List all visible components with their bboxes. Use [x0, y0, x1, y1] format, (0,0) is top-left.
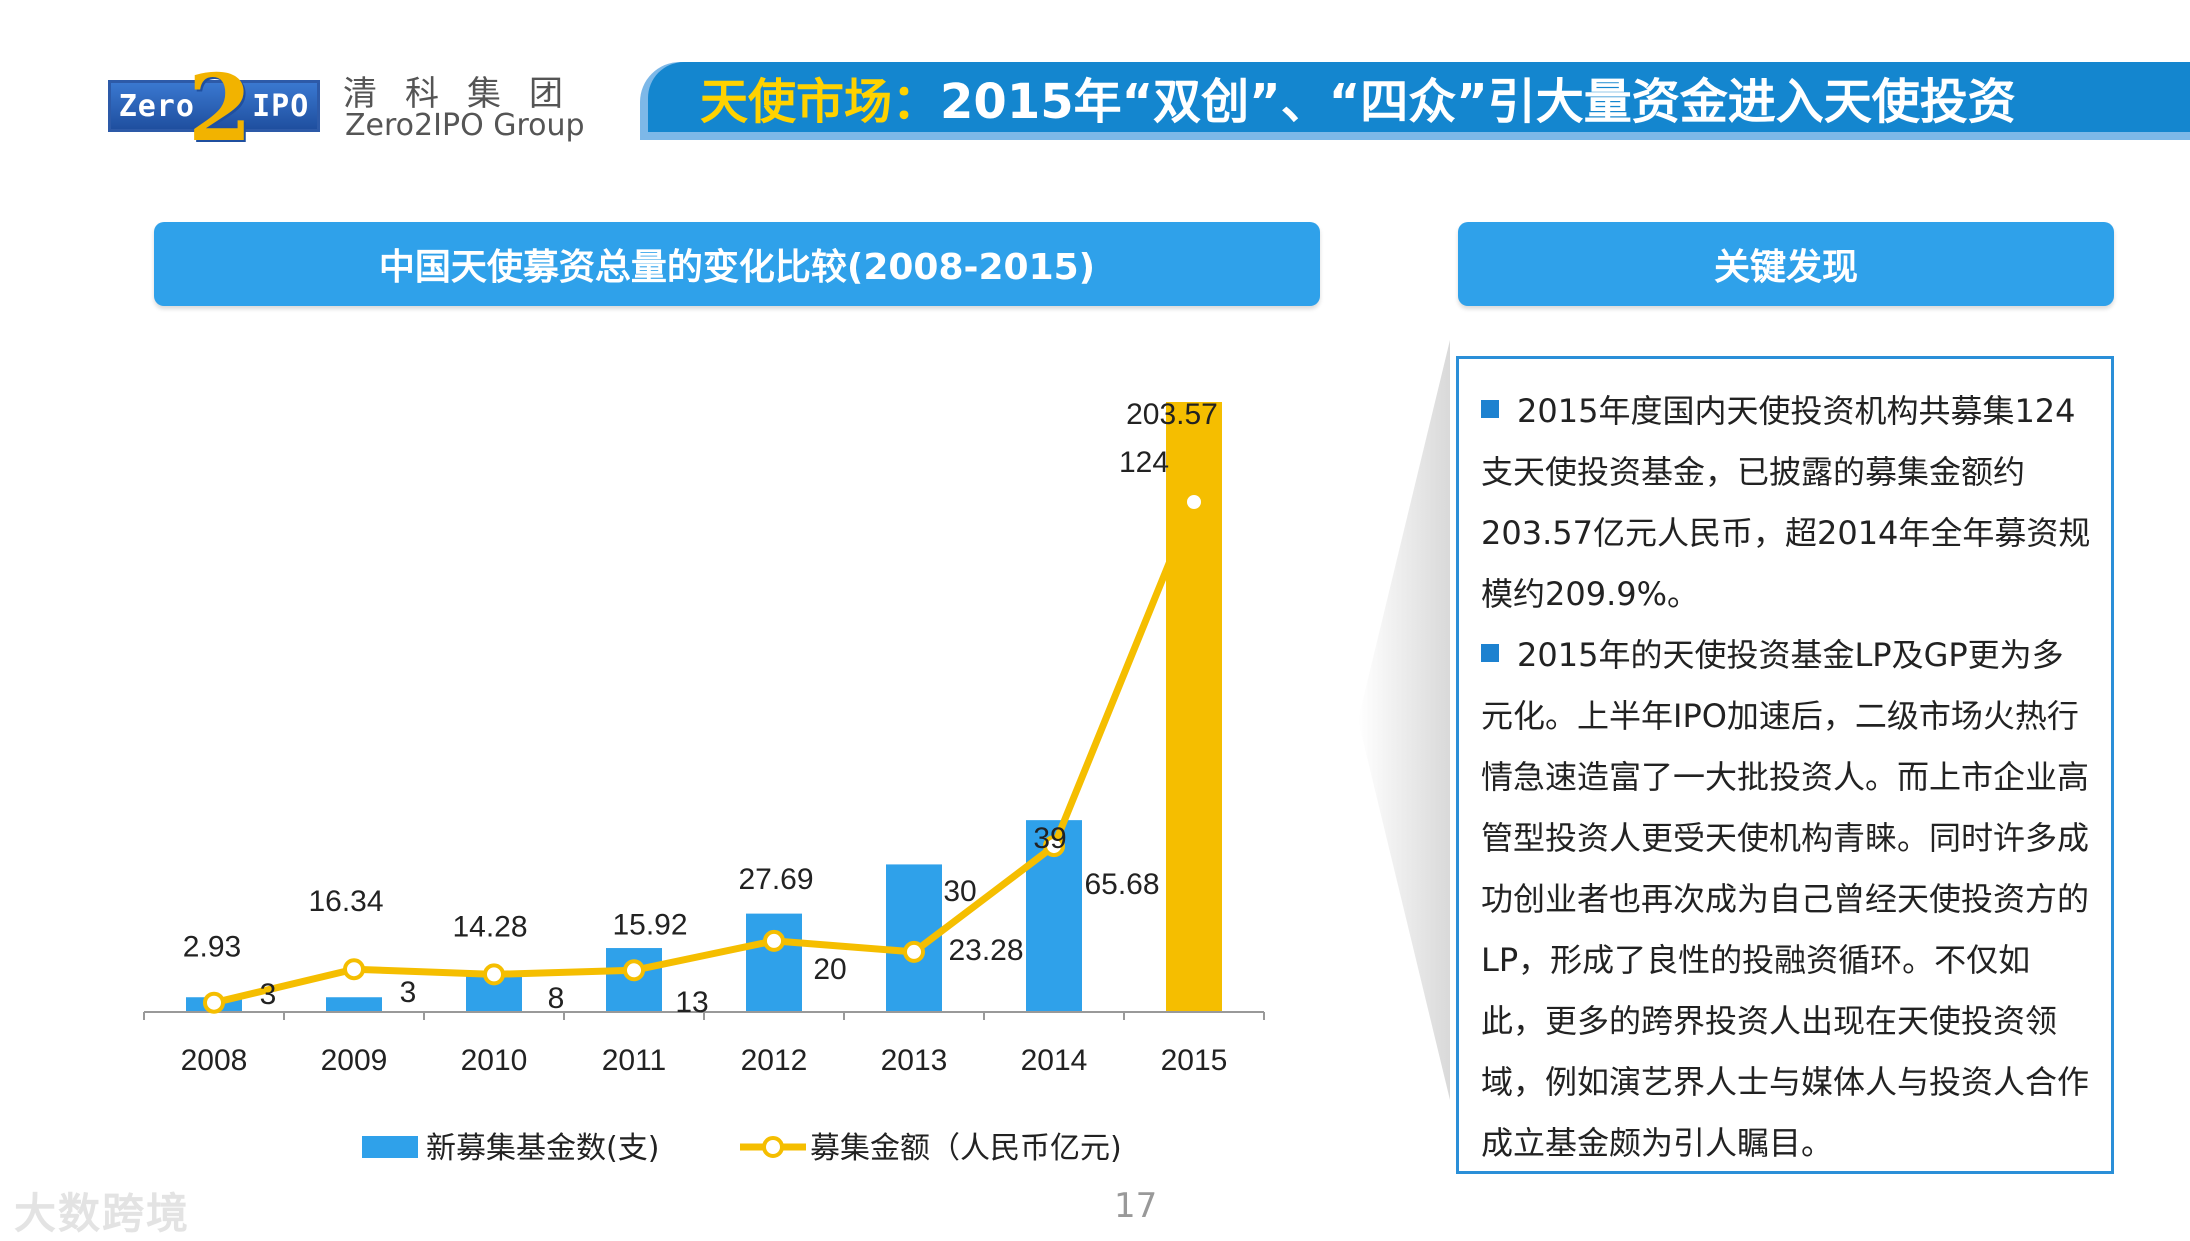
amount-label-2008: 2.93: [183, 931, 241, 964]
logo-text: Zero IPO: [118, 88, 310, 124]
title-bar: 天使市场： 2015年“双创”、“四众”引大量资金进入天使投资: [648, 62, 2190, 132]
page-number: 17: [1114, 1186, 1158, 1226]
count-label-2009: 3: [400, 976, 417, 1009]
category-label-2010: 2010: [461, 1044, 528, 1077]
category-label-2009: 2009: [321, 1044, 388, 1077]
data-labels: 3 3 8 13 20 30 39 124 2.93 16.34 14.28 15.92 27.69 23…: [183, 398, 1218, 1019]
logo-english-name: Zero2IPO Group: [345, 108, 585, 143]
amount-label-2009: 16.34: [308, 885, 383, 918]
title-highlight: 天使市场：: [700, 74, 941, 130]
category-label-2012: 2012: [741, 1044, 808, 1077]
legend-line-label: 募集金额（人民币亿元): [810, 1131, 1122, 1166]
count-label-2010: 8: [548, 982, 565, 1015]
logo: Zero IPO: [108, 80, 320, 132]
page-title: 2015年“双创”、“四众”引大量资金进入天使投资: [940, 74, 2016, 130]
bar-2012: [746, 913, 802, 1012]
amount-point-2010: [483, 963, 505, 986]
amount-label-2014: 65.68: [1084, 868, 1159, 901]
count-label-2008: 3: [260, 978, 277, 1011]
logo-chinese-name: 清科集团: [343, 74, 591, 114]
count-label-2011: 13: [675, 986, 708, 1019]
legend: 新募集基金数(支) 募集金额（人民币亿元): [362, 1131, 1122, 1166]
category-labels: 2008 2009 2010 2011 2012 2013 2014 2015: [181, 1044, 1228, 1077]
legend-line-marker: [762, 1136, 784, 1158]
amount-label-2015: 203.57: [1126, 398, 1218, 431]
count-label-2014: 39: [1033, 822, 1066, 855]
category-label-2015: 2015: [1161, 1044, 1228, 1077]
pointer-triangle: [1358, 340, 1450, 1100]
finding-1-text: 2015年度国内天使投资机构共募集124支天使投资基金，已披露的募集金额约203…: [1481, 392, 2091, 613]
legend-bar-swatch: [362, 1136, 418, 1158]
amount-point-2011: [623, 959, 645, 982]
bar-series: [186, 402, 1222, 1012]
chart: 3 3 8 13 20 30 39 124 2.93 16.34 14.28 15.92 27.69 23…: [143, 398, 1265, 1166]
category-label-2014: 2014: [1021, 1044, 1088, 1077]
amount-label-2010: 14.28: [452, 910, 527, 943]
x-axis-ticks: [143, 1012, 1265, 1020]
amount-point-2014: [1043, 835, 1065, 858]
watermark: 大数跨境: [14, 1189, 191, 1238]
amount-label-2011: 15.92: [612, 908, 687, 941]
count-label-2015: 124: [1119, 446, 1169, 479]
amount-point-2008: [203, 991, 225, 1014]
amount-point-2015: [1183, 491, 1205, 513]
finding-2: 2015年的天使投资基金LP及GP更为多元化。上半年IPO加速后，二级市场火热行…: [1481, 625, 2091, 1174]
amount-label-2012: 27.69: [738, 863, 813, 896]
amount-point-2013: [903, 940, 925, 963]
amount-point-2009: [343, 958, 365, 981]
legend-bar-label: 新募集基金数(支): [426, 1131, 659, 1166]
category-label-2013: 2013: [881, 1044, 948, 1077]
count-label-2013: 30: [943, 875, 976, 908]
finding-2-text: 2015年的天使投资基金LP及GP更为多元化。上半年IPO加速后，二级市场火热行…: [1481, 636, 2090, 1162]
category-label-2008: 2008: [181, 1044, 248, 1077]
line-series: [203, 491, 1205, 1014]
amount-label-2013: 23.28: [948, 934, 1023, 967]
bullet-icon: [1481, 644, 1499, 662]
bullet-icon: [1481, 400, 1499, 418]
findings-header: 关键发现: [1458, 222, 2114, 306]
logo-two-glyph: 2: [188, 54, 253, 162]
chart-header: 中国天使募资总量的变化比较(2008-2015): [154, 222, 1320, 306]
findings-box: 2015年度国内天使投资机构共募集124支天使投资基金，已披露的募集金额约203…: [1456, 356, 2114, 1174]
count-label-2012: 20: [813, 953, 846, 986]
amount-line: [213, 500, 1198, 1007]
category-label-2011: 2011: [602, 1044, 667, 1077]
amount-point-2012: [763, 929, 785, 952]
finding-1: 2015年度国内天使投资机构共募集124支天使投资基金，已披露的募集金额约203…: [1481, 381, 2091, 625]
bar-2009: [326, 997, 382, 1012]
